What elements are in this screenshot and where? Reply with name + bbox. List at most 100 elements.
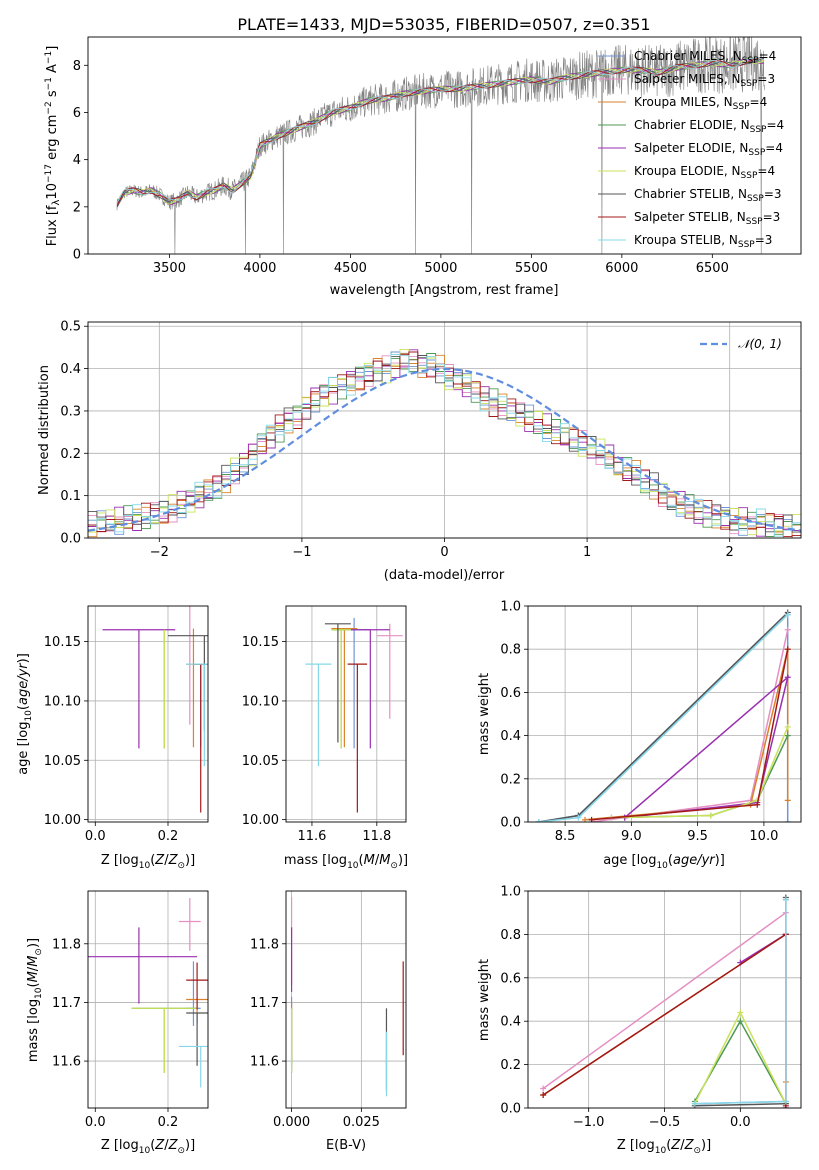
weight-marker	[540, 1091, 547, 1098]
x-tick-label: 11.6	[297, 829, 326, 844]
residuals-panel: −2 −1 0 1 2 0.0 0.1 0.2 0.3 0.4 0.5 𝒩(0, 1) (data-mo…	[37, 320, 802, 583]
x-tick-label: −1	[292, 545, 311, 560]
y-axis-label: mass weight	[477, 959, 492, 1041]
y-tick-label: 10.00	[44, 813, 81, 828]
x-tick-label: 0	[440, 545, 448, 560]
y-tick-label: 11.8	[52, 937, 81, 952]
y-tick-label: 1.0	[500, 600, 521, 615]
x-tick-label: 9.5	[687, 829, 708, 844]
y-tick-label: 10.00	[242, 813, 279, 828]
weight-marker	[535, 819, 542, 822]
legend-entry: 𝒩(0, 1)	[738, 337, 782, 351]
weight-marker	[784, 732, 791, 739]
mass-vs-metallicity-panel: 0.0 0.2 11.6 11.7 11.8 Z [log10(Z/Z⊙)] mass [l…	[26, 890, 209, 1156]
axes-frame	[87, 321, 802, 539]
x-tick-label: 5500	[515, 261, 548, 276]
weight-marker	[737, 1018, 744, 1025]
x-tick-label: −1.0	[573, 1115, 605, 1130]
grid	[88, 606, 208, 822]
weight-line	[538, 611, 789, 822]
weight-marker	[707, 812, 714, 819]
weight-marker	[784, 611, 791, 618]
y-tick-label: 11.6	[52, 1055, 81, 1070]
y-tick-label: 0.6	[500, 686, 521, 701]
y-tick-label: 0.0	[500, 1102, 521, 1117]
y-tick-label: 0.4	[60, 362, 81, 377]
y-tick-label: 11.7	[250, 996, 279, 1011]
legend-entry: Kroupa MILES, NSSP=4	[634, 95, 767, 112]
x-axis-label: mass [log10(M/M⊙)]	[284, 853, 408, 871]
normal-pdf-curve	[88, 367, 801, 532]
y-tick-label: 0.4	[500, 729, 521, 744]
axes-frame	[87, 605, 209, 823]
axes-frame	[87, 36, 802, 255]
x-tick-label: 6000	[605, 261, 638, 276]
y-axis-label: mass [log10(M/M⊙)]	[26, 938, 44, 1062]
weight-vs-metallicity-panel: −1.0 −0.5 0.0 0.0 0.2 0.4 0.6 0.8 1.0 Z [log10(Z/…	[477, 885, 802, 1156]
y-tick-label: 10.10	[242, 694, 279, 709]
y-tick-label: 0.2	[500, 772, 521, 787]
legend-entry: Chabrier MILES, NSSP=4	[634, 49, 776, 66]
weight-marker	[782, 1098, 789, 1105]
weight-line	[538, 614, 789, 822]
x-tick-label: 4500	[334, 261, 367, 276]
residual-histogram-step	[88, 353, 801, 538]
legend-entry: Salpeter STELIB, NSSP=3	[634, 210, 780, 227]
y-tick-label: 1.0	[500, 885, 521, 900]
axes-frame	[285, 605, 407, 823]
age-vs-metallicity-panel: 0.0 0.2 10.00 10.05 10.10 10.15 Z [log10(Z/Z⊙)…	[16, 605, 209, 871]
grid	[286, 606, 406, 822]
axes-frame	[87, 890, 209, 1109]
y-tick-label: 11.6	[250, 1055, 279, 1070]
y-tick-label: 0.0	[500, 816, 521, 831]
weight-marker	[575, 814, 582, 821]
weight-marker	[782, 896, 789, 903]
y-tick-label: 10.05	[44, 754, 81, 769]
y-tick-label: 4	[73, 153, 81, 168]
y-tick-label: 10.15	[44, 635, 81, 650]
legend-entry: Kroupa ELODIE, NSSP=4	[634, 164, 775, 181]
weight-marker	[784, 723, 791, 730]
axes-frame	[285, 890, 407, 1109]
x-axis-label: Z [log10(Z/Z⊙)]	[617, 1138, 711, 1156]
plot-area	[116, 37, 766, 254]
weight-marker	[784, 819, 791, 822]
legend-entry: Chabrier ELODIE, NSSP=4	[634, 118, 784, 135]
y-tick-label: 11.7	[52, 996, 81, 1011]
x-axis-label: wavelength [Angstrom, rest frame]	[330, 283, 559, 298]
x-tick-label: 0.000	[273, 1115, 310, 1130]
x-tick-label: 6500	[696, 261, 729, 276]
y-axis-label: mass weight	[477, 673, 492, 755]
x-axis-label: E(B-V)	[326, 1138, 366, 1153]
y-tick-label: 10.15	[242, 635, 279, 650]
weight-marker	[784, 674, 791, 681]
y-tick-label: 0	[73, 248, 81, 263]
weight-line	[538, 612, 789, 822]
weight-line	[584, 649, 789, 821]
mass-vs-ebv-panel: 0.000 0.025 11.6 11.7 11.8 E(B-V)	[250, 890, 407, 1153]
legend-entry: Chabrier STELIB, NSSP=3	[634, 187, 782, 204]
axes-frame	[527, 605, 802, 823]
y-tick-label: 10.05	[242, 754, 279, 769]
x-axis-label: (data-model)/error	[384, 568, 505, 583]
weight-marker	[784, 626, 791, 633]
weight-line	[591, 629, 789, 822]
weight-marker	[737, 1009, 744, 1016]
x-tick-label: 0.0	[730, 1115, 751, 1130]
x-tick-label: 10.0	[749, 829, 778, 844]
x-tick-label: 0.0	[85, 829, 106, 844]
x-tick-label: 9.0	[621, 829, 642, 844]
plot-area	[88, 898, 208, 1088]
y-tick-label: 8	[73, 59, 81, 74]
grid	[286, 891, 406, 1108]
age-vs-mass-panel: 11.6 11.8 10.00 10.05 10.10 10.15 mass [log10(…	[242, 605, 408, 871]
plot-area	[305, 617, 403, 813]
y-tick-label: 2	[73, 200, 81, 215]
y-axis-label: Flux [fλ10−17 erg cm−2 s−1 A−1]	[44, 46, 62, 247]
y-axis-label: Normed distribution	[37, 365, 52, 495]
x-tick-label: 11.8	[362, 829, 391, 844]
figure-title: PLATE=1433, MJD=53035, FIBERID=0507, z=0…	[237, 15, 650, 34]
weight-line	[611, 726, 789, 819]
x-tick-label: 1	[583, 545, 591, 560]
x-tick-label: 2	[726, 545, 734, 560]
